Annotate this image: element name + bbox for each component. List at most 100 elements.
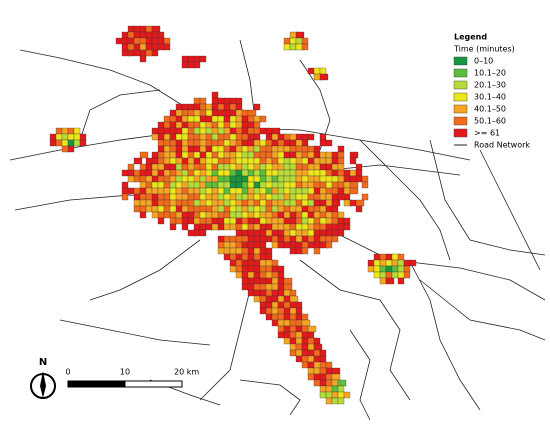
zone — [139, 25, 147, 33]
zone — [337, 163, 345, 171]
zone — [325, 397, 333, 405]
zone — [403, 265, 411, 273]
zone — [133, 157, 143, 165]
zone — [169, 127, 177, 135]
zone — [229, 157, 237, 165]
zone — [229, 211, 237, 219]
zone — [301, 181, 309, 189]
zone — [319, 199, 327, 207]
road — [19, 49, 191, 111]
zone — [163, 133, 171, 141]
zone — [271, 133, 279, 141]
north-label: N — [39, 357, 47, 368]
zone — [307, 355, 315, 363]
zone — [265, 253, 273, 261]
zone — [283, 37, 291, 45]
zone — [313, 205, 321, 213]
zone — [301, 343, 309, 351]
zone — [193, 181, 201, 189]
zone — [181, 163, 189, 171]
zone — [271, 283, 279, 291]
zone — [235, 127, 243, 135]
zone — [283, 139, 291, 147]
zone — [337, 175, 345, 183]
zone — [223, 169, 231, 177]
zone — [313, 211, 321, 219]
zone — [391, 271, 399, 279]
zone — [217, 145, 225, 153]
zone — [187, 121, 195, 129]
zone — [133, 175, 141, 183]
zone — [211, 163, 219, 171]
zone — [205, 193, 213, 201]
zone — [253, 217, 261, 225]
zone — [199, 187, 207, 195]
zone — [181, 193, 189, 201]
zone — [289, 229, 297, 237]
zone — [169, 115, 177, 123]
zone — [235, 199, 243, 207]
road — [239, 39, 256, 121]
zone — [259, 157, 267, 165]
zone — [169, 157, 177, 165]
zone — [211, 187, 219, 195]
zone — [265, 307, 273, 315]
zone — [169, 139, 177, 147]
zone — [331, 211, 339, 219]
zone — [289, 217, 297, 225]
zone — [289, 43, 297, 51]
zone — [397, 259, 405, 267]
zone — [205, 181, 213, 189]
zone — [343, 217, 351, 225]
zone — [319, 361, 327, 369]
zone — [121, 37, 129, 45]
zone — [175, 109, 183, 117]
zone — [193, 133, 201, 141]
zone — [187, 205, 195, 213]
zone — [199, 145, 207, 153]
zone — [247, 253, 255, 261]
zone — [265, 283, 273, 291]
zone — [265, 175, 273, 183]
zone — [229, 103, 237, 111]
zone — [253, 223, 261, 231]
zone — [271, 229, 279, 237]
zone — [205, 199, 213, 207]
zone — [259, 265, 267, 273]
zone — [133, 49, 141, 57]
zone — [145, 31, 153, 39]
zone — [169, 151, 177, 159]
zone — [295, 133, 303, 141]
zone — [307, 229, 315, 237]
zone — [307, 133, 315, 141]
zone — [295, 313, 303, 321]
zone — [301, 355, 309, 363]
zone — [397, 265, 405, 273]
zone — [163, 37, 171, 45]
zone — [355, 163, 363, 171]
zone — [301, 139, 309, 147]
zone — [271, 307, 279, 315]
legend-label: 20.1–30 — [474, 81, 506, 90]
zone — [289, 289, 297, 297]
zone — [217, 199, 225, 207]
legend-label: >= 61 — [474, 129, 500, 138]
zone — [367, 265, 375, 273]
zone — [397, 253, 405, 261]
zone — [277, 313, 285, 321]
zone — [175, 139, 183, 147]
zone — [283, 229, 291, 237]
legend-label: 10.1–20 — [474, 69, 506, 78]
zone — [301, 133, 309, 141]
zone — [265, 127, 273, 135]
zone — [265, 295, 273, 303]
zone — [235, 145, 243, 153]
zone — [331, 187, 339, 195]
zone — [259, 127, 267, 135]
zone — [331, 379, 339, 387]
zone — [145, 187, 153, 195]
zone — [331, 199, 341, 207]
zone — [181, 55, 189, 63]
zone — [157, 187, 165, 195]
zone — [229, 241, 237, 249]
